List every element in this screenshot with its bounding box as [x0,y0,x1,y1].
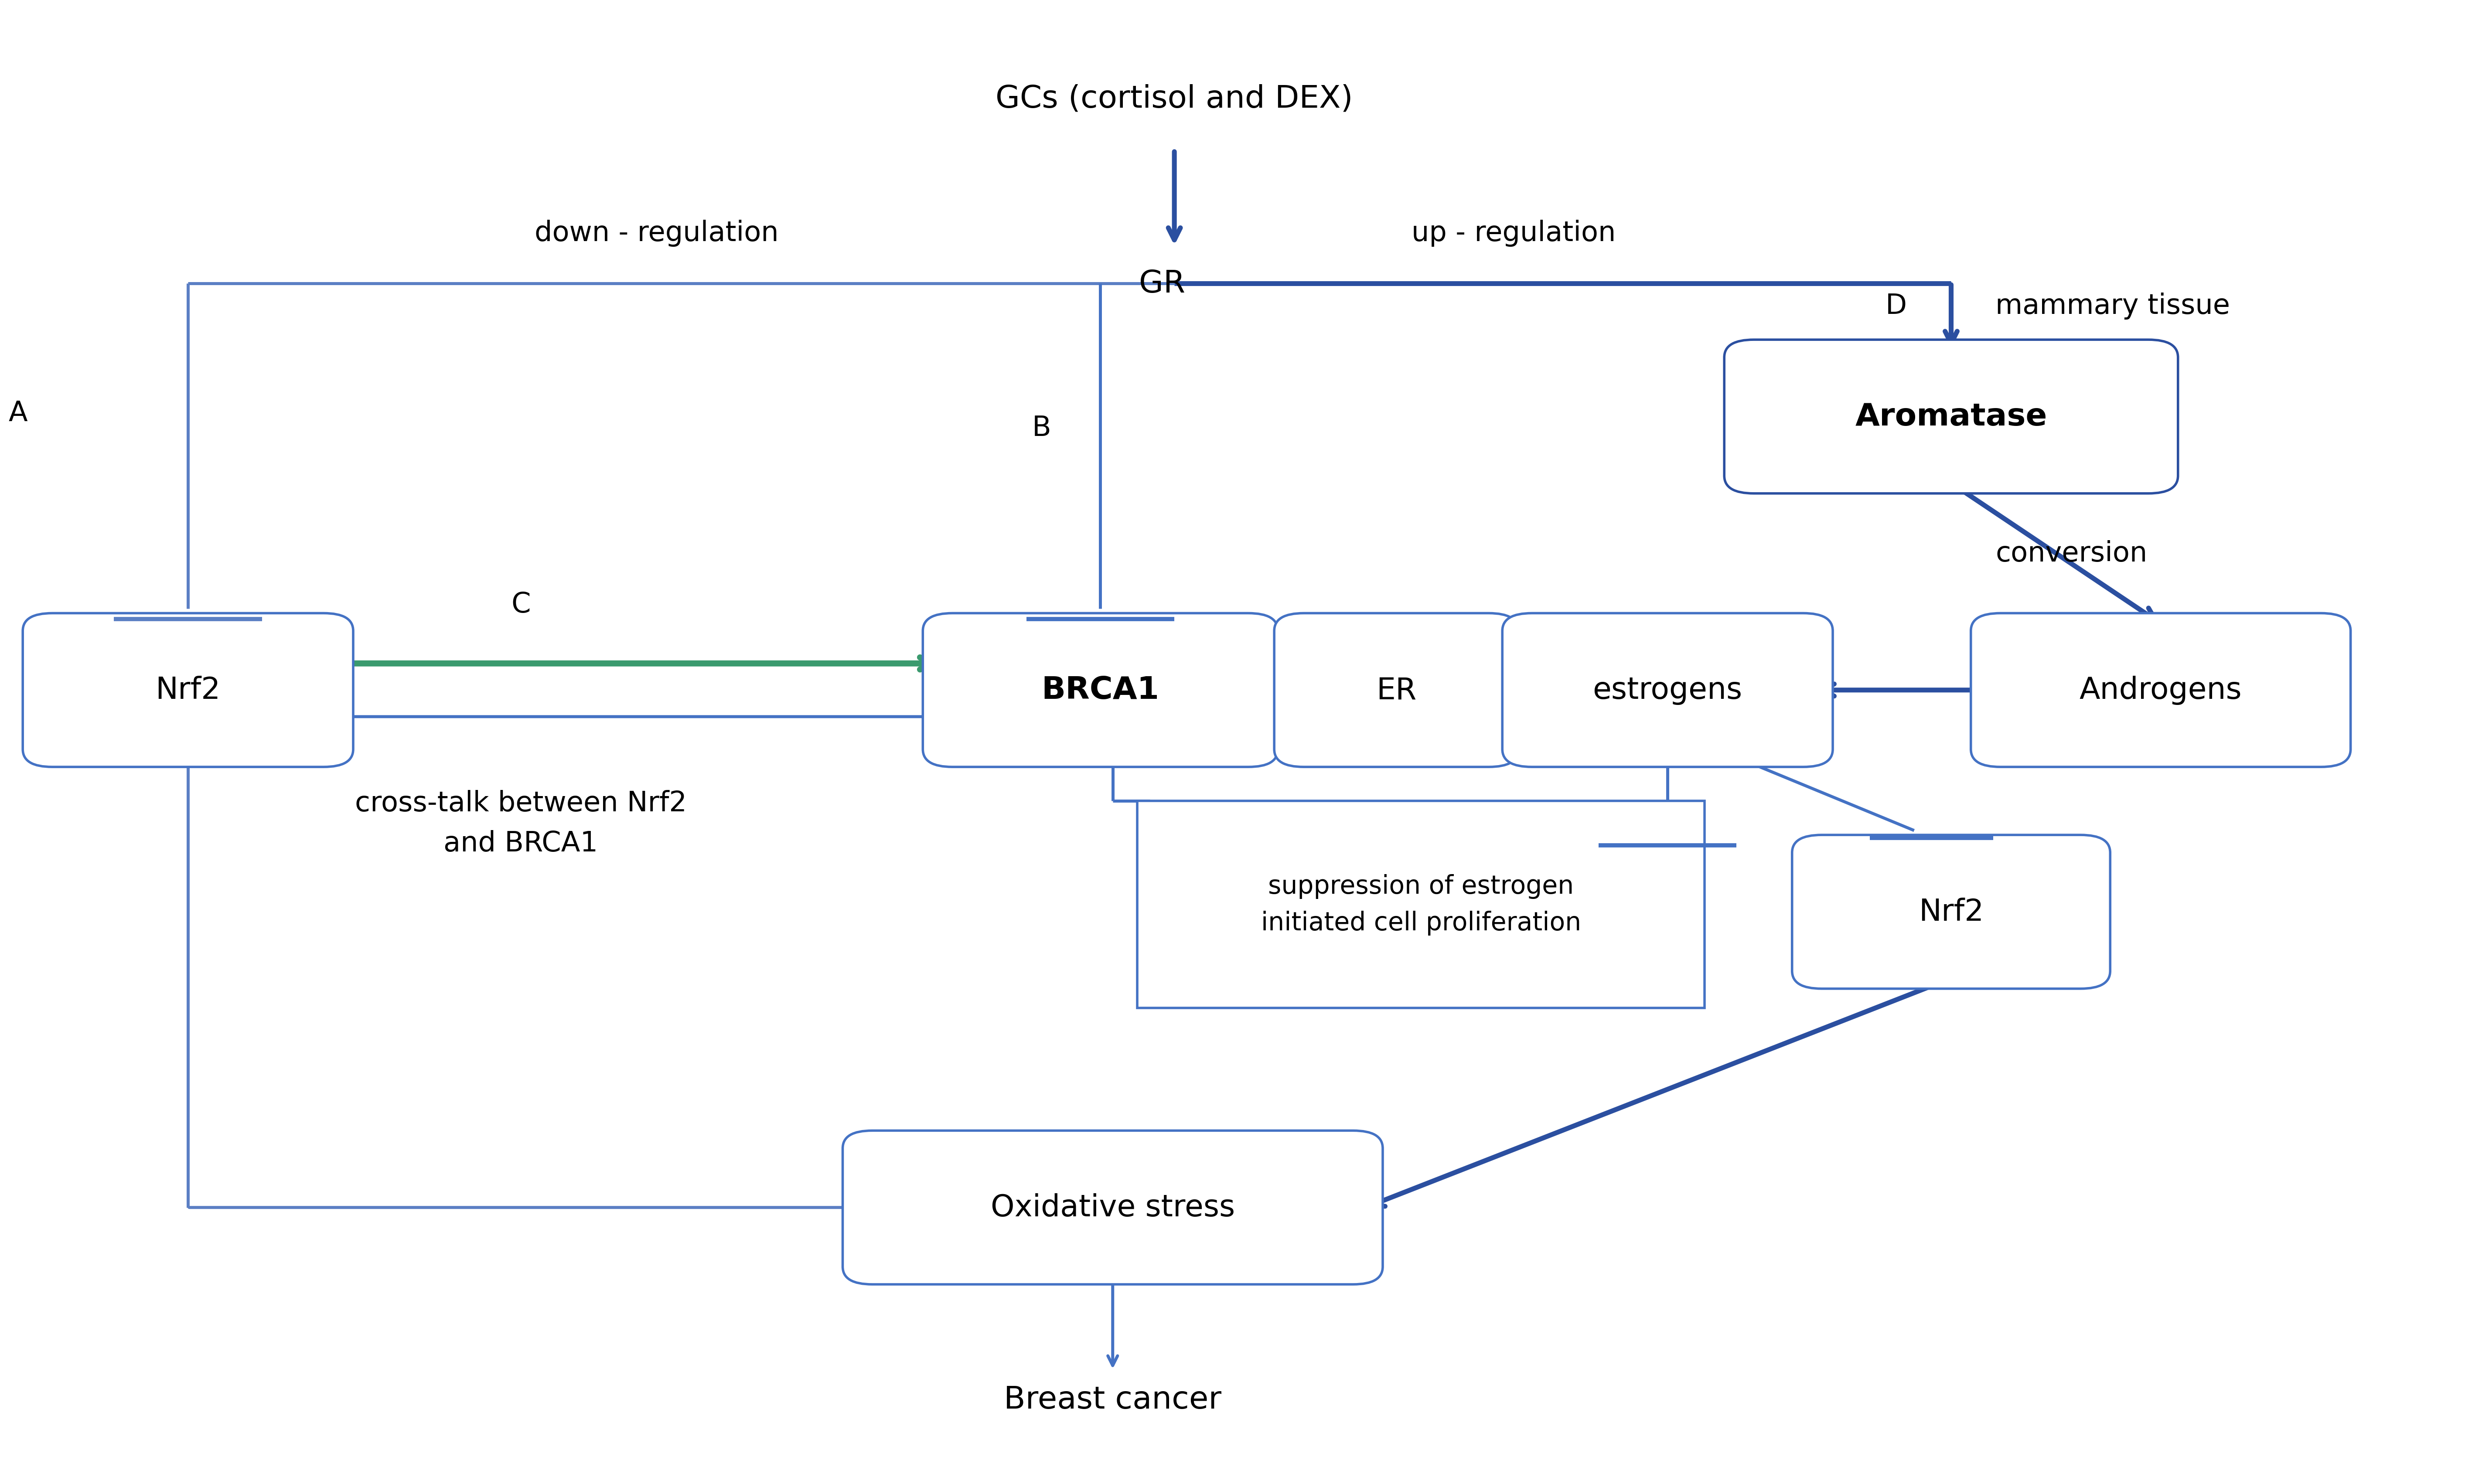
FancyBboxPatch shape [1792,835,2111,988]
Text: BRCA1: BRCA1 [1041,675,1159,705]
Text: A: A [7,399,27,427]
Text: GR: GR [1140,269,1184,298]
FancyBboxPatch shape [1137,801,1706,1008]
Text: cross-talk between Nrf2
and BRCA1: cross-talk between Nrf2 and BRCA1 [356,789,687,856]
Text: suppression of estrogen
initiated cell proliferation: suppression of estrogen initiated cell p… [1261,874,1582,935]
Text: mammary tissue: mammary tissue [1995,292,2230,319]
Text: D: D [1886,292,1906,319]
Text: Aromatase: Aromatase [1854,402,2047,432]
Text: Androgens: Androgens [2079,675,2242,705]
FancyBboxPatch shape [922,613,1278,767]
Text: B: B [1031,414,1051,441]
Text: conversion: conversion [1995,540,2148,567]
FancyBboxPatch shape [1273,613,1518,767]
FancyBboxPatch shape [22,613,353,767]
Text: estrogens: estrogens [1592,675,1743,705]
Text: ER: ER [1377,675,1416,705]
Text: Breast cancer: Breast cancer [1004,1385,1221,1414]
FancyBboxPatch shape [1503,613,1832,767]
Text: up - regulation: up - regulation [1412,220,1617,246]
FancyBboxPatch shape [843,1131,1382,1285]
Text: Nrf2: Nrf2 [1918,898,1983,926]
Text: GCs (cortisol and DEX): GCs (cortisol and DEX) [996,85,1352,114]
FancyBboxPatch shape [1725,340,2178,494]
Text: Oxidative stress: Oxidative stress [991,1193,1236,1223]
Text: Nrf2: Nrf2 [156,675,220,705]
Text: C: C [512,591,531,617]
FancyBboxPatch shape [1970,613,2351,767]
Text: down - regulation: down - regulation [534,220,779,246]
